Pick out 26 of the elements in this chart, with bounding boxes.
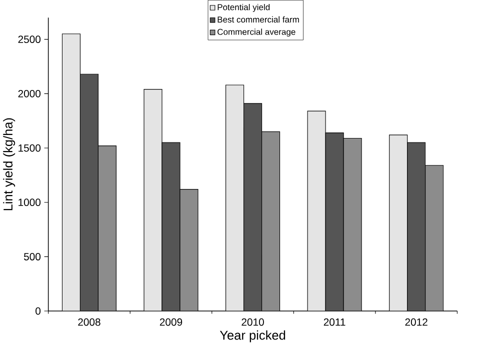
bar	[389, 134, 408, 312]
y-tick-label: 2000	[18, 90, 41, 98]
bar	[162, 142, 180, 312]
x-tick-label: 2011	[324, 318, 346, 326]
x-tick-label: 2009	[160, 318, 182, 326]
x-tick-label: 2008	[78, 318, 100, 326]
bar	[144, 89, 162, 312]
x-axis-title: Year picked	[220, 330, 286, 343]
y-tick-label: 500	[24, 253, 41, 261]
legend-label: Commercial average	[218, 28, 296, 37]
y-tick-label: 2500	[18, 36, 41, 44]
bar	[407, 142, 426, 312]
y-axis-title: Lint yield (kg/ha)	[3, 118, 16, 210]
bar	[226, 84, 244, 312]
x-tick-label: 2012	[405, 318, 428, 326]
legend-label: Potential yield	[218, 4, 270, 12]
y-tick-label: 1000	[18, 198, 41, 206]
y-tick-label: 0	[36, 308, 41, 315]
legend-label: Best commercial farm	[218, 16, 299, 23]
bar	[325, 132, 344, 312]
bar	[80, 74, 98, 312]
bar	[62, 34, 81, 312]
bar	[243, 103, 262, 312]
x-tick-label: 2010	[242, 318, 264, 326]
y-tick-label: 1500	[18, 144, 41, 152]
bar	[307, 110, 326, 312]
